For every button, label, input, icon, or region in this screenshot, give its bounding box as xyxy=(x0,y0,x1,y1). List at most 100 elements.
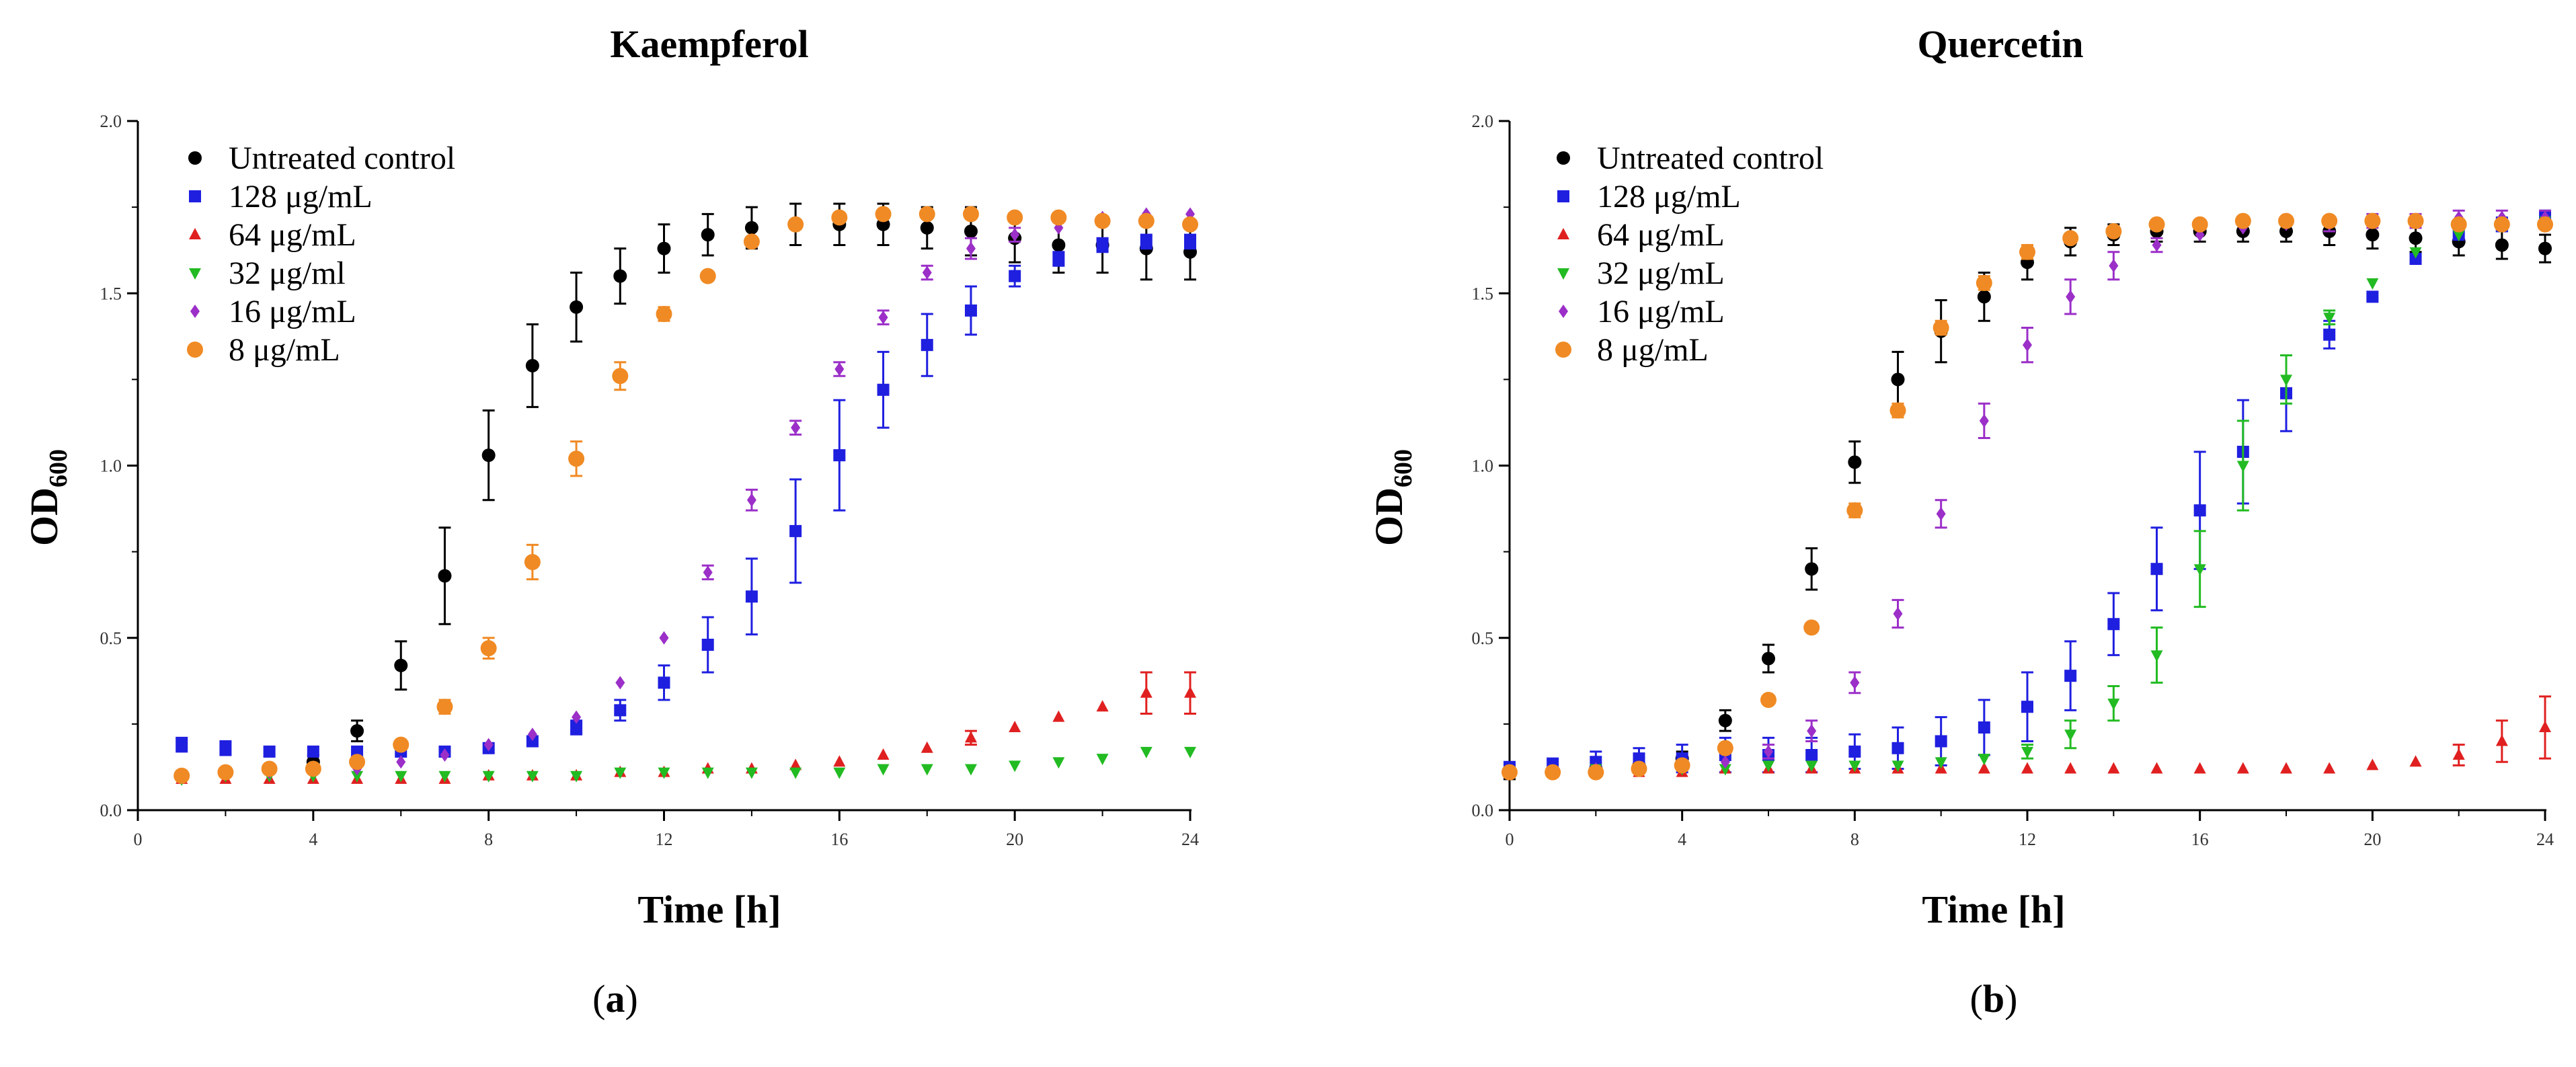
data-point xyxy=(2450,216,2467,233)
legend-entry: 128 μg/mL xyxy=(1557,179,1741,214)
data-point xyxy=(2109,259,2119,273)
data-point xyxy=(219,742,232,754)
legend-label: Untreated control xyxy=(229,141,455,176)
data-point xyxy=(1050,209,1067,226)
data-point xyxy=(2452,230,2465,242)
data-point xyxy=(1977,290,1991,304)
data-point xyxy=(2280,762,2292,774)
data-point xyxy=(263,745,276,758)
data-point xyxy=(2409,755,2422,767)
data-point xyxy=(525,358,539,372)
data-point xyxy=(2537,216,2553,233)
data-point xyxy=(745,590,758,603)
y-tick-label: 1.5 xyxy=(100,284,122,303)
data-point xyxy=(2150,563,2163,576)
data-point xyxy=(2495,238,2509,252)
data-point xyxy=(1096,700,1109,712)
plot-area xyxy=(173,202,1198,786)
data-point xyxy=(1762,651,1775,666)
legend-label: 64 μg/mL xyxy=(229,217,356,253)
data-point xyxy=(659,631,669,645)
data-point xyxy=(964,764,977,776)
data-point xyxy=(2021,746,2033,758)
data-point xyxy=(789,524,802,537)
data-point xyxy=(2066,290,2076,304)
legend-label: 128 μg/mL xyxy=(1597,179,1741,214)
data-point xyxy=(572,710,582,724)
data-point xyxy=(2105,223,2122,239)
data-point xyxy=(658,767,670,779)
data-point xyxy=(2021,762,2033,774)
plot-area xyxy=(1501,209,2553,781)
legend-label: 32 μg/ml xyxy=(229,255,346,291)
data-point xyxy=(305,760,321,777)
x-tick-label: 16 xyxy=(830,830,848,849)
y-tick-label: 0.5 xyxy=(1472,629,1494,648)
data-point xyxy=(1052,710,1065,722)
legend-entry: 64 μg/mL xyxy=(1557,217,1725,253)
data-point xyxy=(743,233,760,250)
data-point xyxy=(2064,729,2077,742)
data-point xyxy=(2493,216,2510,233)
data-point xyxy=(2236,461,2249,473)
data-point xyxy=(2539,721,2551,732)
data-point xyxy=(2409,247,2422,259)
legend-marker xyxy=(189,190,201,202)
data-point xyxy=(1009,721,1021,732)
legend-entry: 8 μg/mL xyxy=(1555,332,1709,368)
x-axis-title: Time [h] xyxy=(637,887,781,931)
data-point xyxy=(2495,734,2508,746)
legend-label: 16 μg/mL xyxy=(1597,294,1725,329)
data-point xyxy=(1764,744,1773,758)
data-point xyxy=(349,754,366,770)
data-point xyxy=(833,449,846,462)
svg-text:OD600: OD600 xyxy=(22,449,73,546)
data-point xyxy=(2019,243,2035,260)
data-point xyxy=(2452,748,2465,760)
data-point xyxy=(746,493,756,507)
x-tick-label: 4 xyxy=(309,830,317,849)
data-point xyxy=(1978,762,1990,774)
data-point xyxy=(2193,762,2206,774)
data-point xyxy=(1762,760,1774,773)
data-point xyxy=(614,767,627,779)
data-point xyxy=(1891,760,1904,773)
data-point xyxy=(481,448,496,463)
legend-marker xyxy=(1557,268,1569,280)
data-point xyxy=(920,221,934,235)
legend-entry: 64 μg/mL xyxy=(189,217,356,253)
legend-entry: 16 μg/mL xyxy=(190,294,356,329)
data-point xyxy=(1936,507,1946,521)
data-point xyxy=(526,735,539,748)
x-tick-label: 8 xyxy=(484,830,493,849)
legend-label: Untreated control xyxy=(1597,141,1824,176)
panel-label-letter: a xyxy=(606,977,625,1021)
data-point xyxy=(1891,742,1904,754)
chart-title: Quercetin xyxy=(1918,22,2084,66)
data-point xyxy=(919,206,935,223)
y-tick-label: 1.0 xyxy=(100,457,122,476)
data-point xyxy=(480,640,497,657)
panel-b-quercetin: Quercetin OD600 Time [h] (b) 0 4 8 12 16 20 24… xyxy=(1367,22,2554,1021)
series-32-g-ml xyxy=(175,746,1196,786)
data-point xyxy=(1978,721,1990,734)
data-point xyxy=(1807,724,1817,738)
data-point xyxy=(831,209,848,226)
data-point xyxy=(877,764,890,776)
data-point xyxy=(1184,235,1196,248)
data-point xyxy=(524,554,541,570)
data-point xyxy=(570,300,584,314)
data-point xyxy=(1848,745,1861,758)
data-point xyxy=(1184,686,1196,698)
data-point xyxy=(2107,762,2120,774)
data-point xyxy=(701,767,714,779)
chart-title: Kaempferol xyxy=(610,22,808,66)
legend-marker xyxy=(189,228,201,239)
panel-a-kaempferol: Kaempferol OD600 Time [h] (a) 0 4 8 12 16 20 2… xyxy=(22,22,1199,1021)
y-axis-title-subscript: 600 xyxy=(1389,449,1417,487)
data-point xyxy=(2409,253,2422,265)
data-point xyxy=(699,268,716,284)
legend-marker xyxy=(1557,151,1570,165)
data-point xyxy=(440,748,450,762)
